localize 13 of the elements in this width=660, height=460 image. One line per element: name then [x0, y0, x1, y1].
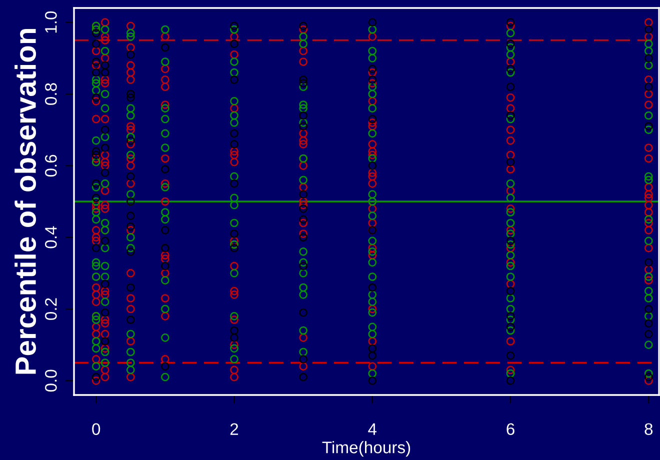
y-tick-label: 0.0 — [45, 370, 57, 392]
y-tick-label: 0.4 — [45, 226, 57, 248]
x-tick-label: 8 — [644, 423, 653, 436]
y-tick-label: 0.2 — [45, 298, 57, 320]
x-axis-title: Time(hours) — [322, 441, 410, 457]
y-axis-title: Percentile of observation — [14, 29, 36, 374]
y-tick-label: 0.6 — [45, 154, 57, 177]
x-tick-label: 4 — [368, 423, 377, 435]
y-tick-label: 0.8 — [45, 83, 57, 105]
x-tick-label: 0 — [92, 423, 100, 436]
x-tick-label: 6 — [506, 423, 514, 436]
x-tick-label: 2 — [230, 423, 238, 435]
y-tick-label: 1.0 — [45, 11, 57, 33]
